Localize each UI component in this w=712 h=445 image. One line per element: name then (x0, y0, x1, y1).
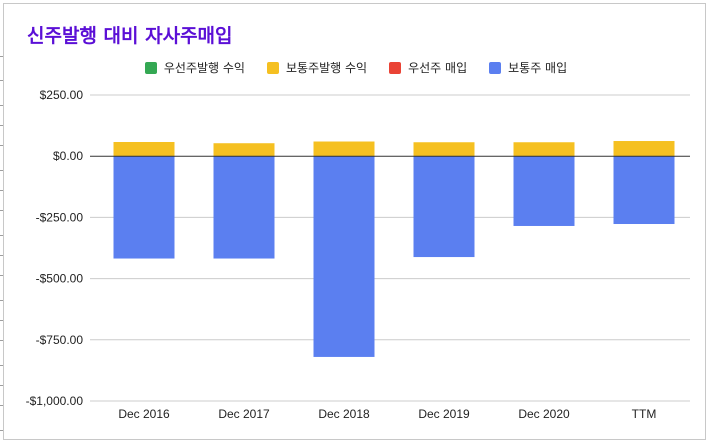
bar-common-issuance (613, 141, 675, 157)
bar-common-issuance (113, 142, 175, 157)
bar-common-repurchase (213, 156, 275, 259)
chart-legend: 우선주발행 수익 보통주발행 수익 우선주 매입 보통주 매입 (0, 59, 712, 76)
bar-common-repurchase (613, 156, 675, 225)
legend-label: 보통주 매입 (508, 61, 568, 75)
legend-swatch (266, 61, 279, 74)
x-tick-label: Dec 2017 (218, 407, 270, 421)
bar-common-issuance (513, 142, 575, 157)
x-tick-label: Dec 2016 (118, 407, 170, 421)
bar-common-repurchase (313, 156, 375, 357)
bar-common-issuance (313, 141, 375, 157)
legend-swatch (489, 61, 502, 74)
legend-item-common-repurchase[interactable]: 보통주 매입 (489, 59, 567, 76)
x-tick-label: Dec 2020 (518, 407, 570, 421)
legend-item-preferred-repurchase[interactable]: 우선주 매입 (389, 59, 467, 76)
legend-swatch (144, 61, 157, 74)
bar-common-repurchase (513, 156, 575, 226)
y-tick-label: -$500.00 (36, 272, 84, 286)
left-edge-ticks (0, 0, 3, 445)
y-tick-label: -$250.00 (36, 210, 84, 224)
legend-label: 우선주발행 수익 (163, 61, 245, 75)
bar-common-repurchase (413, 156, 475, 258)
bar-common-repurchase (113, 156, 175, 259)
y-tick-label: -$1,000.00 (26, 394, 84, 408)
bar-common-issuance (413, 142, 475, 157)
chart-title: 신주발행 대비 자사주매입 (27, 25, 233, 47)
legend-swatch (389, 61, 402, 74)
x-tick-label: Dec 2019 (418, 407, 470, 421)
legend-item-preferred-issuance[interactable]: 우선주발행 수익 (144, 59, 245, 76)
legend-item-common-issuance[interactable]: 보통주발행 수익 (266, 59, 368, 76)
legend-label: 우선주 매입 (408, 61, 468, 75)
y-tick-label: $250.00 (40, 88, 84, 102)
x-tick-label: Dec 2018 (318, 407, 370, 421)
y-tick-label: $0.00 (53, 149, 83, 163)
x-tick-label: TTM (632, 407, 657, 421)
bar-common-issuance (213, 143, 275, 157)
y-tick-label: -$750.00 (36, 333, 84, 347)
legend-label: 보통주발행 수익 (285, 61, 368, 75)
